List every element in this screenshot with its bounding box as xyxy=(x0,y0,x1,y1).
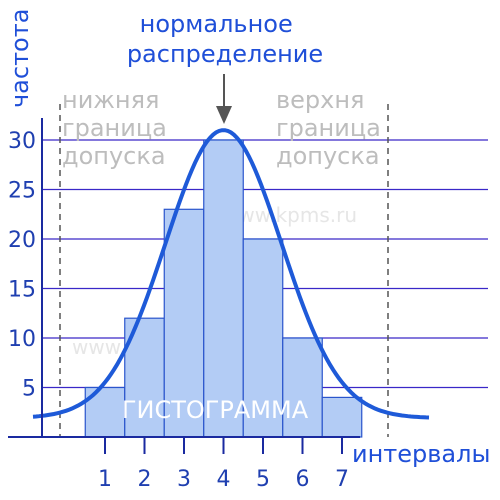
y-tick-label-5: 5 xyxy=(22,377,36,402)
watermark-upper: www.kpms.ru xyxy=(222,203,357,227)
x-ticks xyxy=(104,437,343,454)
x-axis-label: интервалы xyxy=(352,440,490,468)
y-axis-label: частота xyxy=(6,9,34,108)
x-tick-label-2: 2 xyxy=(138,467,152,492)
x-tick-label-1: 1 xyxy=(98,467,112,492)
x-tick-label-4: 4 xyxy=(217,467,231,492)
y-tick-label-10: 10 xyxy=(8,327,36,352)
y-tick-label-20: 20 xyxy=(8,228,36,253)
x-tick-label-7: 7 xyxy=(335,467,349,492)
bars xyxy=(84,139,363,438)
histogram-label: ГИСТОГРАММА xyxy=(122,396,309,424)
lower-limit-label: нижняя граница допуска xyxy=(62,86,175,170)
y-tick-label-30: 30 xyxy=(8,129,36,154)
upper-limit-label: верхня граница допуска xyxy=(276,86,389,170)
x-tick-label-3: 3 xyxy=(177,467,191,492)
y-tick-label-25: 25 xyxy=(8,179,36,204)
x-tick-label-5: 5 xyxy=(256,467,270,492)
y-tick-label-15: 15 xyxy=(8,278,36,303)
normal-distribution-curve xyxy=(32,128,430,420)
x-tick-label-6: 6 xyxy=(296,467,310,492)
bar-3 xyxy=(163,208,205,438)
title-arrow xyxy=(216,74,232,124)
chart-title: нормальное распределение xyxy=(127,10,323,68)
bar-4 xyxy=(203,139,244,438)
bar-7 xyxy=(321,396,363,438)
y-tick-labels: 5 10 15 20 25 30 xyxy=(8,129,36,402)
